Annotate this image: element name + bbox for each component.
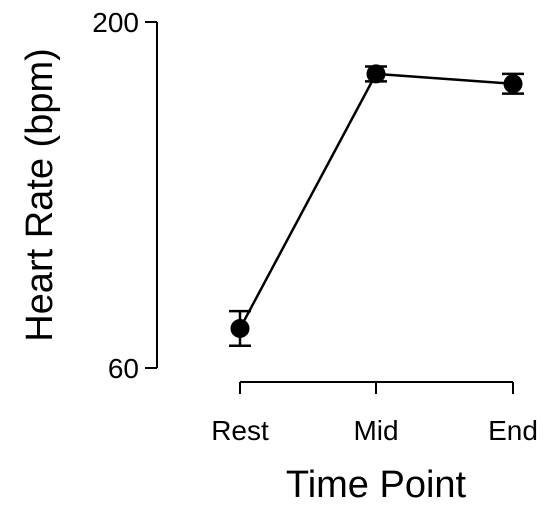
x-axis-ticks: Rest Mid End xyxy=(211,382,538,446)
plot-marks xyxy=(229,64,524,348)
series-line xyxy=(238,72,514,330)
y-axis-title: Heart Rate (bpm) xyxy=(19,48,61,342)
x-tick-label: Mid xyxy=(353,415,398,446)
x-tick-label: End xyxy=(488,415,538,446)
x-axis-title: Time Point xyxy=(286,464,467,506)
data-point xyxy=(230,318,250,338)
y-tick-label: 60 xyxy=(108,353,139,384)
data-point xyxy=(366,64,386,84)
x-tick-label: Rest xyxy=(211,415,269,446)
data-point xyxy=(503,74,523,94)
y-axis-ticks: 60 200 xyxy=(92,7,157,384)
y-tick-label: 200 xyxy=(92,7,139,38)
